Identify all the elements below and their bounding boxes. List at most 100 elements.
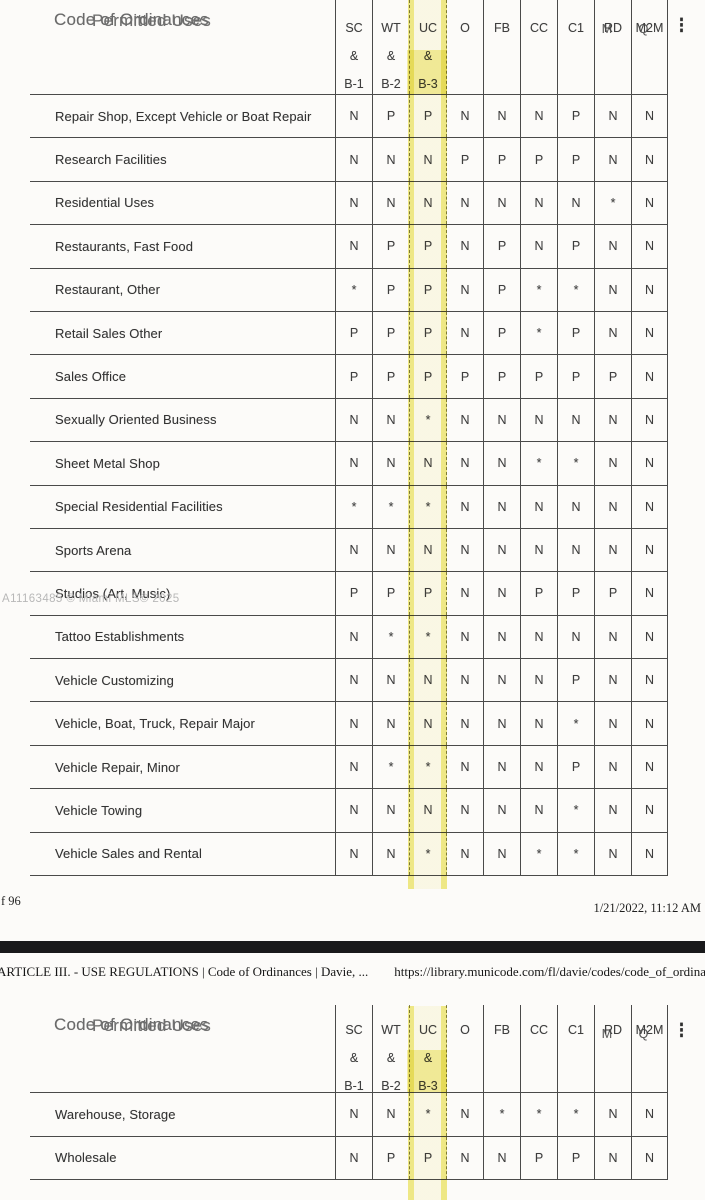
permission-cell: N [594,95,631,138]
permission-cell: N [557,181,594,225]
permission-cell: P [483,268,520,311]
permission-cell: N [372,702,409,745]
district-code-line3 [632,74,667,102]
permission-cell: P [594,355,631,398]
district-code-line1: SC [345,1023,363,1037]
permission-cell: N [372,789,409,832]
district-code-line3: B-3 [418,77,438,91]
permission-cell: P [372,95,409,138]
use-label: Residential Uses [55,195,155,211]
permission-cell: N [631,268,668,311]
permission-cell: N [483,572,520,615]
permission-cell: N [631,789,668,832]
district-code-line1: M2M [635,21,664,35]
permission-cell: N [483,659,520,702]
district-code-line1: RD [603,21,623,35]
use-label: Sexually Oriented Business [55,412,217,428]
permission-cell: N [409,528,446,572]
permission-cell: N [520,659,557,702]
permission-cell: N [335,702,372,745]
permission-cell: N [594,832,631,876]
table-row: Special Residential Facilities * * * N N N N N N [30,485,668,529]
permission-cell: N [631,138,668,181]
district-code-line2: & [386,1051,396,1065]
permission-cell: P [557,745,594,789]
permission-cell: N [372,1093,409,1136]
permission-cell: P [557,355,594,398]
district-code-line1: C1 [568,1023,584,1037]
table-title-code-of-ordinances: Code of Ordinances [54,1015,209,1034]
permission-cell: P [372,1136,409,1179]
permission-cell: P [557,95,594,138]
use-label: Vehicle Customizing [55,672,174,688]
permission-cell: N [520,485,557,528]
district-column-header: O [446,0,483,94]
district-code-line2 [447,46,483,74]
permission-cell: P [557,1136,594,1179]
permission-cell: N [631,615,668,659]
permission-cell: P [409,268,446,311]
permission-cell: N [446,528,483,572]
permission-cell: * [409,398,446,442]
table-title-cell: Code of Ordinances Permitted Uses [30,1005,335,1092]
district-column-header: SC & B-1 [335,0,372,94]
use-label: Special Residential Facilities [55,499,223,515]
permission-cell: P [557,572,594,615]
permission-cell: N [483,789,520,832]
table-row: Restaurant, Other * P P N P * * N N [30,268,668,312]
district-code-line2 [484,46,520,74]
permission-cell: N [557,528,594,572]
permission-cell: N [335,398,372,442]
table-row: Warehouse, Storage N N * N * * * N N [30,1093,668,1137]
district-code-ghost-overlap: Q [638,1027,649,1041]
permission-cell: N [631,355,668,398]
permission-cell: N [335,442,372,485]
table-header-row: Code of Ordinances Permitted Uses SC & B… [30,0,689,95]
permission-cell: N [594,311,631,355]
permission-cell: P [483,225,520,268]
table-row: Retail Sales Other P P P N P * P N N [30,311,668,356]
table-row: Tattoo Establishments N * * N N N N N N [30,615,668,660]
permission-cell: N [631,832,668,876]
district-code-line2 [632,46,667,74]
permission-cell: * [372,615,409,659]
district-column-header: FB [483,1005,520,1092]
permission-cell: * [372,485,409,528]
permission-cell: N [631,528,668,572]
use-label: Sales Office [55,369,127,385]
more-columns-icon: ⋮ [674,1020,689,1042]
permission-cell: N [372,442,409,485]
permission-cell: N [631,485,668,528]
permission-cell: N [594,1093,631,1136]
district-column-header: RD M [594,1005,631,1092]
permission-cell: N [446,745,483,789]
district-code-line1: WT [381,21,401,35]
table-row: Sheet Metal Shop N N N N N * * N N [30,442,668,486]
permission-cell: N [594,615,631,659]
district-code-line2 [595,1048,631,1076]
district-code-line3 [484,1076,520,1104]
district-code-line1: SC [345,21,363,35]
permission-cell: N [483,745,520,789]
district-code-line1: UC [418,1023,438,1037]
permission-cell: P [372,311,409,355]
permission-cell: N [446,398,483,442]
permission-cell: N [409,789,446,832]
permission-cell: N [446,615,483,659]
use-label: Retail Sales Other [55,325,163,341]
permission-cell: * [520,1093,557,1136]
permission-cell: * [335,268,372,311]
permission-cell: N [594,138,631,181]
permission-cell: N [446,702,483,745]
permission-cell: N [631,95,668,138]
permission-cell: N [335,95,372,138]
permission-cell: N [557,615,594,659]
table-row: Vehicle Repair, Minor N * * N N N P N N [30,745,668,790]
use-label: Repair Shop, Except Vehicle or Boat Repa… [55,108,312,124]
permission-cell: N [520,225,557,268]
permission-cell: * [557,789,594,832]
permission-cell: N [335,181,372,225]
permission-cell: P [483,311,520,355]
permission-cell: N [372,528,409,572]
